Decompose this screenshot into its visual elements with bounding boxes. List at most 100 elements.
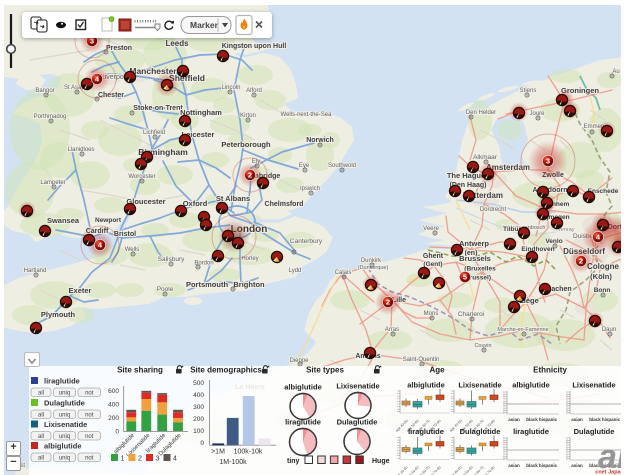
svg-text:Portsmouth: Portsmouth	[186, 280, 229, 289]
svg-text:all: all	[38, 434, 44, 440]
svg-text:albiglutide: albiglutide	[44, 442, 82, 451]
svg-text:Wells-next-the-Sea: Wells-next-the-Sea	[281, 112, 333, 118]
svg-text:liraglutide: liraglutide	[44, 377, 80, 386]
svg-text:Joure: Joure	[529, 111, 545, 117]
svg-text:Arnhem: Arnhem	[545, 201, 570, 208]
svg-text:Horley: Horley	[241, 256, 258, 262]
svg-text:Cambridge: Cambridge	[244, 173, 281, 180]
svg-text:age 40-50: age 40-50	[449, 465, 463, 475]
svg-text:Norwich: Norwich	[306, 137, 334, 144]
svg-text:The Hague: The Hague	[447, 171, 485, 180]
svg-text:(Dunkerque): (Dunkerque)	[358, 265, 389, 271]
svg-text:(Den Haag): (Den Haag)	[450, 182, 487, 189]
svg-text:St Asaph: St Asaph	[64, 85, 88, 91]
svg-text:Saint-Quentin: Saint-Quentin	[403, 357, 440, 363]
svg-text:Brussels: Brussels	[459, 254, 491, 263]
svg-text:2: 2	[138, 456, 142, 463]
svg-text:albiglutide: albiglutide	[284, 383, 322, 392]
svg-text:Stiens: Stiens	[520, 88, 537, 94]
svg-text:3: 3	[156, 456, 160, 463]
svg-text:400: 400	[108, 402, 119, 409]
svg-text:Leeds: Leeds	[165, 39, 189, 48]
svg-text:Eye: Eye	[299, 163, 310, 169]
svg-text:Ethnicity: Ethnicity	[533, 366, 567, 375]
svg-text:Bristol: Bristol	[114, 231, 136, 238]
svg-text:Rotterdam: Rotterdam	[463, 191, 503, 200]
svg-text:all: all	[38, 412, 44, 418]
svg-text:Alford: Alford	[246, 88, 262, 94]
svg-text:Swansea: Swansea	[47, 216, 80, 225]
svg-text:100: 100	[193, 428, 204, 435]
svg-text:all: all	[38, 455, 44, 461]
svg-text:Alkmaar: Alkmaar	[473, 154, 498, 161]
svg-text:Ipswich: Ipswich	[300, 186, 320, 192]
svg-text:4: 4	[95, 75, 100, 84]
svg-text:Age: Age	[429, 366, 445, 375]
svg-text:albiglutide: albiglutide	[407, 381, 445, 390]
svg-text:Liverpool: Liverpool	[101, 74, 130, 81]
svg-text:Wells: Wells	[125, 247, 140, 253]
svg-text:(en): (en)	[465, 250, 478, 257]
svg-text:age 60-70: age 60-70	[471, 465, 485, 475]
svg-text:not: not	[85, 455, 94, 461]
svg-text:Emmen: Emmen	[584, 124, 605, 130]
svg-text:Chelmsford: Chelmsford	[265, 201, 304, 208]
svg-text:Lixisenatide: Lixisenatide	[572, 381, 615, 390]
svg-text:Huge: Huge	[372, 458, 390, 465]
svg-text:2: 2	[248, 171, 252, 180]
svg-text:age 40-50: age 40-50	[395, 465, 409, 475]
svg-text:Worcester: Worcester	[128, 174, 155, 180]
svg-text:Southwold: Southwold	[328, 163, 356, 169]
svg-text:Gloucester: Gloucester	[126, 197, 165, 206]
svg-text:hispanic: hispanic	[539, 463, 558, 468]
svg-text:Marker: Marker	[190, 20, 219, 30]
svg-text:>1M: >1M	[211, 449, 225, 456]
svg-text:Leicester: Leicester	[182, 130, 215, 139]
svg-text:Ely: Ely	[252, 159, 260, 165]
svg-text:Cologne: Cologne	[587, 262, 620, 271]
svg-text:Charleroi: Charleroi	[458, 311, 484, 318]
svg-text:Amsterdam: Amsterdam	[486, 163, 530, 172]
svg-text:asian: asian	[508, 417, 520, 422]
svg-text:Lichfield: Lichfield	[143, 130, 165, 136]
svg-text:black: black	[589, 463, 601, 468]
svg-text:Porthmadog: Porthmadog	[34, 114, 67, 120]
svg-text:(Köln): (Köln)	[590, 272, 612, 281]
svg-text:Lixisenatide: Lixisenatide	[336, 382, 379, 391]
svg-text:Newport: Newport	[95, 217, 122, 224]
svg-text:Dulaglutide: Dulaglutide	[337, 418, 378, 427]
svg-text:Tilburg: Tilburg	[503, 226, 525, 233]
svg-text:(Gent): (Gent)	[423, 261, 442, 268]
svg-text:Daun: Daun	[602, 327, 616, 333]
svg-text:not: not	[85, 390, 94, 396]
svg-text:Lampeter: Lampeter	[40, 180, 65, 186]
svg-text:Poole: Poole	[157, 286, 174, 293]
svg-text:(Bruxelles: (Bruxelles	[464, 266, 496, 273]
svg-text:Au: Au	[612, 69, 619, 75]
svg-text:4: 4	[173, 456, 177, 463]
svg-text:not: not	[85, 434, 94, 440]
svg-text:black: black	[526, 417, 538, 422]
svg-text:asian: asian	[571, 417, 583, 422]
svg-text:Couvin: Couvin	[474, 343, 491, 349]
svg-text:St Albans: St Albans	[216, 194, 250, 203]
svg-text:Den Helder: Den Helder	[466, 110, 496, 116]
svg-text:uniq: uniq	[59, 412, 70, 418]
svg-text:black: black	[589, 417, 601, 422]
svg-text:age 50-60: age 50-60	[406, 465, 420, 475]
svg-text:Venray: Venray	[557, 227, 574, 233]
svg-text:400: 400	[193, 392, 204, 399]
svg-text:Cardiff: Cardiff	[86, 228, 109, 235]
svg-text:liraglutide: liraglutide	[408, 427, 444, 436]
svg-text:200: 200	[193, 416, 204, 423]
svg-text:age 70-80: age 70-80	[482, 465, 496, 475]
svg-text:Bordon: Bordon	[194, 261, 213, 267]
svg-text:black: black	[526, 463, 538, 468]
svg-text:Lixisenatide: Lixisenatide	[458, 381, 501, 390]
svg-text:Llanidloes: Llanidloes	[67, 147, 94, 153]
svg-text:Groningen: Groningen	[561, 86, 599, 95]
svg-text:hispanic: hispanic	[602, 417, 621, 422]
svg-text:Site sharing: Site sharing	[117, 366, 163, 375]
svg-text:Nottingham: Nottingham	[180, 108, 222, 117]
svg-text:Plymouth: Plymouth	[41, 310, 76, 319]
